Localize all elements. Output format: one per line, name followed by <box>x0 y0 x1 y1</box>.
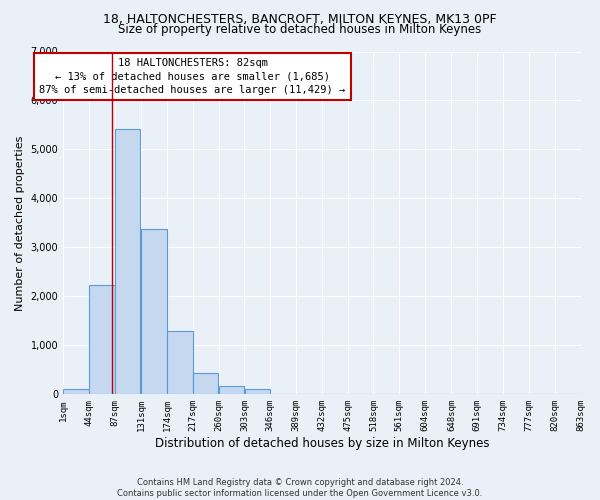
Text: Contains HM Land Registry data © Crown copyright and database right 2024.
Contai: Contains HM Land Registry data © Crown c… <box>118 478 482 498</box>
Text: 18, HALTONCHESTERS, BANCROFT, MILTON KEYNES, MK13 0PF: 18, HALTONCHESTERS, BANCROFT, MILTON KEY… <box>103 12 497 26</box>
Bar <box>245 388 270 394</box>
Text: 18 HALTONCHESTERS: 82sqm
← 13% of detached houses are smaller (1,685)
87% of sem: 18 HALTONCHESTERS: 82sqm ← 13% of detach… <box>40 58 346 95</box>
Bar <box>167 331 193 394</box>
X-axis label: Distribution of detached houses by size in Milton Keynes: Distribution of detached houses by size … <box>155 437 489 450</box>
Bar <box>89 285 115 395</box>
Bar <box>219 386 244 394</box>
Bar <box>142 229 167 394</box>
Bar <box>115 129 140 394</box>
Bar <box>193 374 218 394</box>
Text: Size of property relative to detached houses in Milton Keynes: Size of property relative to detached ho… <box>118 22 482 36</box>
Bar <box>64 390 89 394</box>
Y-axis label: Number of detached properties: Number of detached properties <box>15 135 25 310</box>
